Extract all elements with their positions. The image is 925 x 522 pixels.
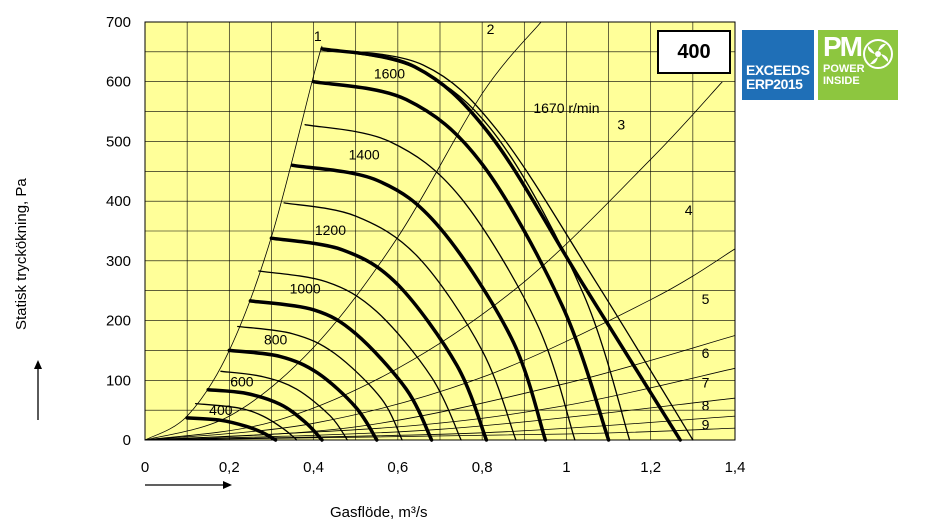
speed-curve-800	[227, 348, 379, 442]
pm-badge-line1: POWER	[823, 63, 865, 75]
x-tick-label: 0,6	[387, 459, 408, 476]
x-axis-title: Gasflöde, m³/s	[330, 504, 428, 521]
y-axis-arrow	[34, 360, 42, 420]
speed-curve-1000	[248, 299, 434, 442]
x-tick-label: 1	[562, 459, 570, 476]
y-tick-label: 100	[106, 372, 131, 389]
system-curve-label-8: 8	[702, 398, 710, 414]
y-tick-label: 400	[106, 193, 131, 210]
y-axis-tick-labels: 0 100 200 300 400 500 600 700	[106, 14, 131, 449]
y-tick-label: 0	[123, 432, 131, 449]
system-curve-label-6: 6	[702, 345, 710, 361]
y-tick-label: 300	[106, 253, 131, 270]
x-axis-tick-labels: 0 0,2 0,4 0,6 0,8 1 1,2 1,4	[141, 459, 746, 476]
fan-size-label: 400	[657, 30, 731, 74]
x-axis-arrow	[145, 481, 232, 489]
system-curve-label-3: 3	[617, 116, 625, 132]
speed-curve-intermediate-7	[258, 270, 462, 441]
system-curve-label-5: 5	[702, 291, 710, 307]
erp2015-badge: EXCEEDS ERP2015	[742, 30, 814, 100]
system-curve-4	[145, 248, 735, 440]
speed-curve-1200	[269, 236, 489, 442]
x-tick-label: 0,2	[219, 459, 240, 476]
erp-badge-line1: EXCEEDS	[746, 62, 810, 78]
speed-curve-intermediate-3	[220, 370, 348, 441]
system-curve-label-9: 9	[702, 416, 710, 432]
y-tick-label: 500	[106, 133, 131, 150]
y-tick-label: 200	[106, 313, 131, 330]
system-curve-6	[145, 367, 735, 440]
system-curve-label-7: 7	[702, 374, 710, 390]
x-tick-label: 0,8	[472, 459, 493, 476]
speed-curve-intermediate-11	[304, 124, 576, 441]
speed-curve-1670-r-min	[320, 47, 682, 442]
plot-frame	[144, 21, 736, 441]
speed-curve-label-800: 800	[264, 331, 288, 347]
curve-labels: 1 2 3 4 5 6 7 8 9 400 600 800 1000 1200 1400 1600 1670 r…	[209, 21, 709, 432]
speed-curve-1600	[311, 79, 611, 442]
x-tick-label: 0	[141, 459, 149, 476]
speed-curve-400	[185, 416, 278, 442]
y-axis-title: Statisk tryckökning, Pa	[13, 178, 30, 330]
pm-badge-logo-text: PM	[823, 31, 863, 62]
x-tick-label: 1,4	[725, 459, 746, 476]
speed-curve-label-400: 400	[209, 402, 233, 418]
x-tick-label: 1,2	[640, 459, 661, 476]
x-tick-label: 0,4	[303, 459, 324, 476]
speed-curve-label-1600: 1600	[374, 66, 405, 82]
speed-curve-label-1000: 1000	[290, 281, 321, 297]
pm-power-inside-badge: PM POWER INSIDE	[818, 30, 898, 100]
y-tick-label: 600	[106, 74, 131, 91]
erp-badge-line2: ERP2015	[746, 76, 803, 92]
speed-curve-intermediate-5	[237, 325, 403, 441]
y-tick-label: 700	[106, 14, 131, 31]
speed-curve-1400	[290, 163, 548, 442]
pm-badge-line2: INSIDE	[823, 75, 860, 87]
rpm-annotation: 1670 r/min	[533, 100, 599, 116]
speed-curve-intermediate-15	[321, 48, 694, 441]
speed-curve-label-600: 600	[230, 373, 254, 389]
system-curve-9	[145, 427, 735, 440]
speed-curve-label-1200: 1200	[315, 222, 346, 238]
speed-curve-intermediate-9	[283, 202, 517, 441]
speed-curve-600	[206, 388, 324, 442]
system-curve-label-1: 1	[314, 28, 322, 44]
system-curves	[145, 22, 735, 440]
system-curve-label-4: 4	[685, 202, 693, 218]
speed-curve-intermediate-1	[194, 402, 298, 441]
fan-icon	[863, 39, 893, 69]
system-curve-1	[145, 45, 323, 440]
system-curve-2	[145, 22, 542, 440]
speed-curves	[185, 47, 694, 442]
system-curve-3	[145, 81, 723, 440]
speed-curve-label-1400: 1400	[349, 146, 380, 162]
system-curve-label-2: 2	[487, 21, 495, 37]
system-curve-7	[145, 397, 735, 440]
